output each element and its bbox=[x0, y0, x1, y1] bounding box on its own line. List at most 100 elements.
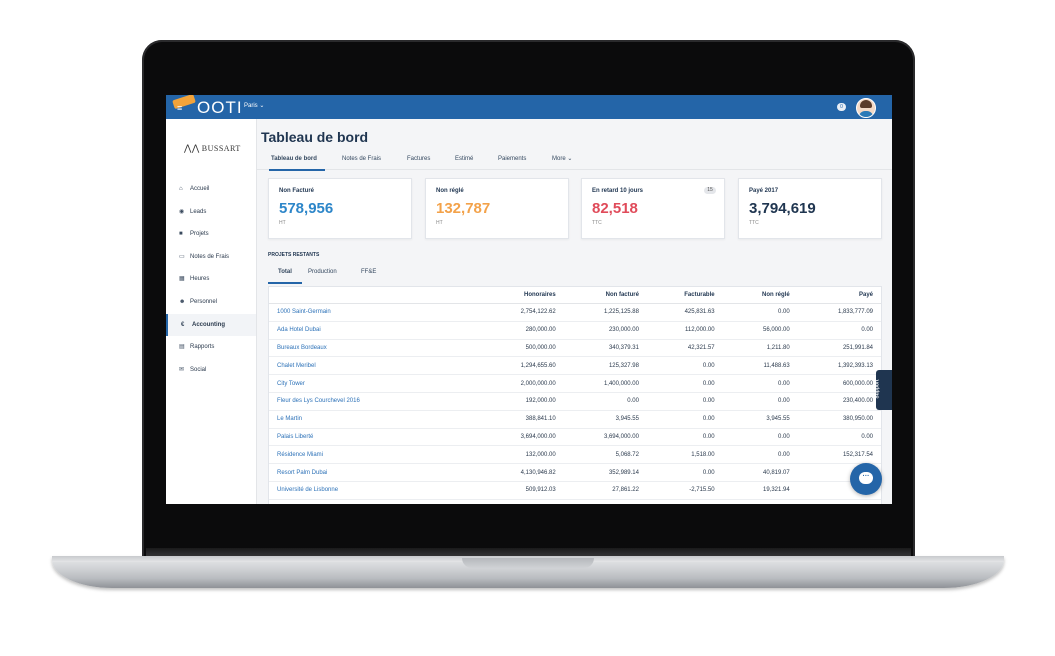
total-cell: 578,955.20 bbox=[646, 499, 723, 504]
table-cell: 1,392,393.13 bbox=[797, 356, 881, 376]
projects-table: Honoraires Non facturé Facturable Non réglé… bbox=[269, 287, 881, 504]
briefcase-icon: ■ bbox=[179, 231, 183, 238]
table-cell: 40,819.07 bbox=[722, 463, 798, 482]
table-cell: 0.00 bbox=[563, 392, 647, 411]
table-body: 1000 Saint-Germain 2,754,122.62 1,225,125.… bbox=[269, 303, 881, 504]
project-link[interactable]: City Tower bbox=[269, 374, 475, 393]
project-link[interactable]: Université de Lisbonne bbox=[269, 481, 475, 500]
project-link[interactable]: Resort Palm Dubai bbox=[269, 463, 475, 482]
column-header: Facturable bbox=[646, 287, 723, 304]
kpi-card: En retard 10 jours 82,518 TTC 15 bbox=[581, 178, 725, 239]
table-row: Résidence Miami 132,000.00 5,068.72 1,518.0… bbox=[269, 445, 881, 465]
table-cell: 125,327.98 bbox=[563, 356, 647, 376]
sidebar-item-personnel[interactable]: ☻ Personnel bbox=[166, 291, 256, 314]
project-link[interactable]: Palais Liberté bbox=[269, 428, 475, 447]
project-link[interactable]: Bureaux Bordeaux bbox=[269, 339, 475, 358]
sidebar-item-label: Social bbox=[190, 366, 207, 373]
subtab-ff-e[interactable]: FF&E bbox=[361, 269, 377, 275]
sidebar-item-label: Rapports bbox=[190, 344, 215, 351]
kpi-unit: TTC bbox=[749, 220, 759, 226]
table-cell: 1,225,125.88 bbox=[563, 303, 647, 322]
table-cell: 0.00 bbox=[646, 463, 723, 482]
kpi-label: Non réglé bbox=[436, 188, 464, 194]
table-cell: 0.00 bbox=[722, 374, 798, 393]
table-cell: 509,912.03 bbox=[475, 481, 564, 500]
sidebar-item-social[interactable]: ✉ Social bbox=[166, 359, 256, 382]
table-header: Honoraires Non facturé Facturable Non réglé… bbox=[269, 287, 881, 304]
tab-more-[interactable]: More ⌄ bbox=[552, 156, 573, 162]
table-cell: 1,518.00 bbox=[646, 445, 723, 465]
tab-estim-[interactable]: Estimé bbox=[455, 156, 474, 162]
sidebar-item-rapports[interactable]: ▤ Rapports bbox=[166, 336, 256, 359]
column-header: Payé bbox=[797, 287, 881, 304]
table-cell: 0.00 bbox=[646, 374, 723, 393]
kpi-unit: HT bbox=[436, 220, 443, 226]
sidebar-item-accounting[interactable]: € Accounting bbox=[166, 313, 256, 337]
table-row: Fleur des Lys Courchevel 2016 192,000.00 0… bbox=[269, 392, 881, 411]
laptop-notch bbox=[462, 558, 594, 568]
sidebar: ⋀⋀ BUSSART ⌂ Accueil ◉ Leads ■ Projets ▭ Notes d… bbox=[166, 119, 257, 504]
table-row: Université de Lisbonne 509,912.03 27,861.2… bbox=[269, 481, 881, 500]
total-cell: 132,786.99 bbox=[722, 499, 798, 504]
project-link[interactable]: Chalet Meribel bbox=[269, 356, 475, 376]
table-cell: 5,068.72 bbox=[563, 445, 647, 465]
chat-button[interactable]: ··· bbox=[850, 463, 882, 495]
chat-bubble-icon: ··· bbox=[859, 472, 873, 484]
kpi-value: 578,956 bbox=[279, 200, 334, 217]
project-link[interactable]: 1000 Saint-Germain bbox=[269, 303, 475, 322]
table-cell: 500,000.00 bbox=[475, 339, 564, 358]
table-cell: 56,000.00 bbox=[722, 321, 798, 340]
projects-table-card: Honoraires Non facturé Facturable Non réglé… bbox=[268, 286, 882, 504]
notification-badge[interactable]: 0 bbox=[837, 103, 846, 111]
card-icon: ▭ bbox=[179, 253, 185, 260]
menu-icon[interactable]: ≡ bbox=[177, 103, 183, 113]
sidebar-item-accueil[interactable]: ⌂ Accueil bbox=[166, 178, 256, 201]
kpi-value: 3,794,619 bbox=[749, 200, 816, 217]
column-header: Non réglé bbox=[722, 287, 798, 304]
project-link[interactable]: Ada Hotel Dubai bbox=[269, 321, 475, 340]
kpi-card: Payé 2017 3,794,619 TTC bbox=[738, 178, 882, 239]
sidebar-item-label: Projets bbox=[190, 231, 209, 238]
kpi-label: Non Facturé bbox=[279, 188, 315, 194]
table-cell: 388,841.10 bbox=[475, 410, 564, 429]
subtab-total[interactable]: Total bbox=[268, 269, 302, 284]
table-cell: 1,400,000.00 bbox=[563, 374, 647, 393]
table-cell: 340,379.31 bbox=[563, 339, 647, 358]
sidebar-item-projets[interactable]: ■ Projets bbox=[166, 223, 256, 246]
user-avatar[interactable] bbox=[856, 98, 876, 118]
users-icon: ☻ bbox=[179, 298, 186, 305]
tab-tableau-de-bord[interactable]: Tableau de bord bbox=[269, 155, 325, 171]
brand-name: BUSSART bbox=[201, 144, 241, 153]
tab-factures[interactable]: Factures bbox=[407, 156, 431, 162]
project-link[interactable]: Résidence Miami bbox=[269, 445, 475, 465]
sidebar-item-notes-de-frais[interactable]: ▭ Notes de Frais bbox=[166, 246, 256, 269]
app-logo[interactable]: ≡ OOTI bbox=[171, 95, 242, 117]
table-cell: 600,000.00 bbox=[797, 374, 881, 393]
total-cell: 9,365,867.55 bbox=[797, 499, 881, 504]
home-icon: ⌂ bbox=[179, 186, 183, 192]
table-cell: 192,000.00 bbox=[475, 392, 564, 411]
subtab-production[interactable]: Production bbox=[308, 269, 337, 275]
table-row: Bureaux Bordeaux 500,000.00 340,379.31 42,3… bbox=[269, 339, 881, 358]
sidebar-item-label: Leads bbox=[190, 208, 207, 215]
table-cell: 280,000.00 bbox=[475, 321, 564, 340]
sidebar-item-leads[interactable]: ◉ Leads bbox=[166, 201, 256, 224]
project-link[interactable]: Le Martin bbox=[269, 410, 475, 429]
sidebar-item-heures[interactable]: ▦ Heures bbox=[166, 268, 256, 291]
table-cell: 0.00 bbox=[797, 321, 881, 340]
euro-icon: € bbox=[181, 321, 185, 328]
column-header bbox=[269, 287, 475, 304]
table-cell: 11,488.63 bbox=[722, 356, 798, 376]
table-cell: 380,950.00 bbox=[797, 410, 881, 429]
page-title: Tableau de bord bbox=[261, 129, 369, 145]
tab-notes-de-frais[interactable]: Notes de Frais bbox=[342, 156, 382, 162]
eye-icon: ◉ bbox=[179, 208, 185, 215]
kpi-value: 132,787 bbox=[436, 200, 491, 217]
support-tab[interactable]: Support bbox=[875, 370, 892, 410]
table-cell: 0.00 bbox=[797, 428, 881, 447]
tab-paiements[interactable]: Paiements bbox=[498, 156, 527, 162]
city-selector[interactable]: Paris ⌄ bbox=[244, 103, 265, 109]
project-link[interactable]: Fleur des Lys Courchevel 2016 bbox=[269, 392, 475, 411]
table-cell: 3,945.55 bbox=[722, 410, 798, 429]
table-cell: 230,000.00 bbox=[563, 321, 647, 340]
